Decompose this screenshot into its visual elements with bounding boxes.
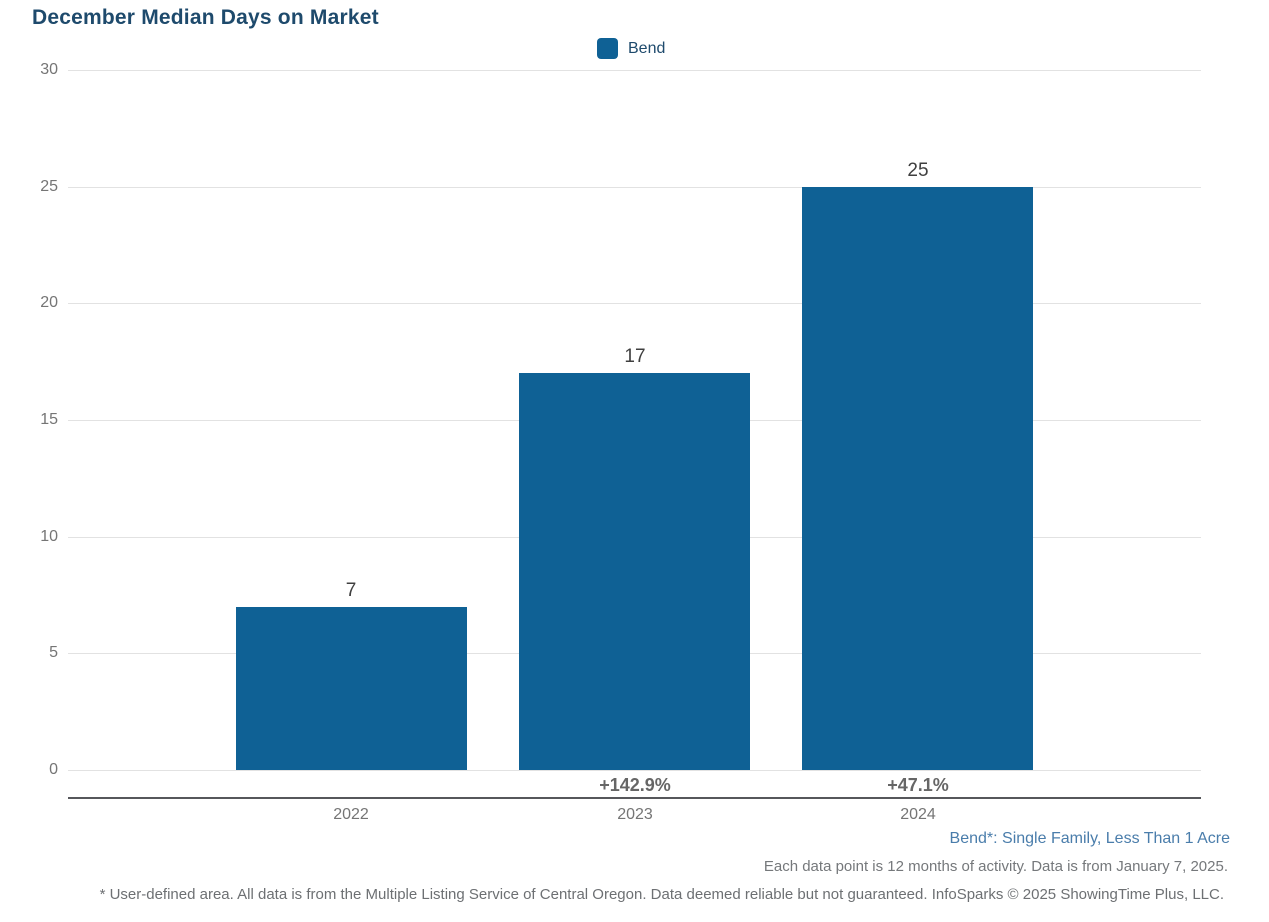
x-axis-tick-label: 2022 [333,806,369,823]
x-axis-line [68,797,1201,799]
disclaimer-footnote: * User-defined area. All data is from th… [99,886,1224,903]
gridline [68,187,1201,188]
y-axis-tick-label: 30 [40,61,58,78]
x-axis-tick-label: 2024 [900,806,936,823]
y-axis-tick-label: 25 [40,178,58,195]
data-period-footnote: Each data point is 12 months of activity… [763,858,1228,875]
legend-item-bend[interactable]: Bend [597,38,665,59]
bar-2024[interactable] [802,187,1033,770]
bar-2022[interactable] [236,607,467,770]
y-axis-tick-label: 15 [40,411,58,428]
x-axis-tick-label: 2023 [617,806,653,823]
gridline [68,70,1201,71]
y-axis-tick-label: 10 [40,528,58,545]
bar-2023[interactable] [519,373,750,770]
pct-change-label: +47.1% [887,775,949,795]
chart-title: December Median Days on Market [32,6,379,29]
gridline [68,770,1201,771]
bar-value-label: 17 [624,346,646,367]
y-axis-tick-label: 0 [49,761,58,778]
bar-value-label: 7 [345,580,357,601]
bar-value-label: 25 [907,160,929,181]
segment-footnote: Bend*: Single Family, Less Than 1 Acre [949,830,1230,847]
y-axis-tick-label: 20 [40,294,58,311]
pct-change-label: +142.9% [599,775,671,795]
legend-swatch-icon [597,38,618,59]
y-axis-tick-label: 5 [49,644,58,661]
gridline [68,303,1201,304]
legend-label: Bend [628,39,666,57]
